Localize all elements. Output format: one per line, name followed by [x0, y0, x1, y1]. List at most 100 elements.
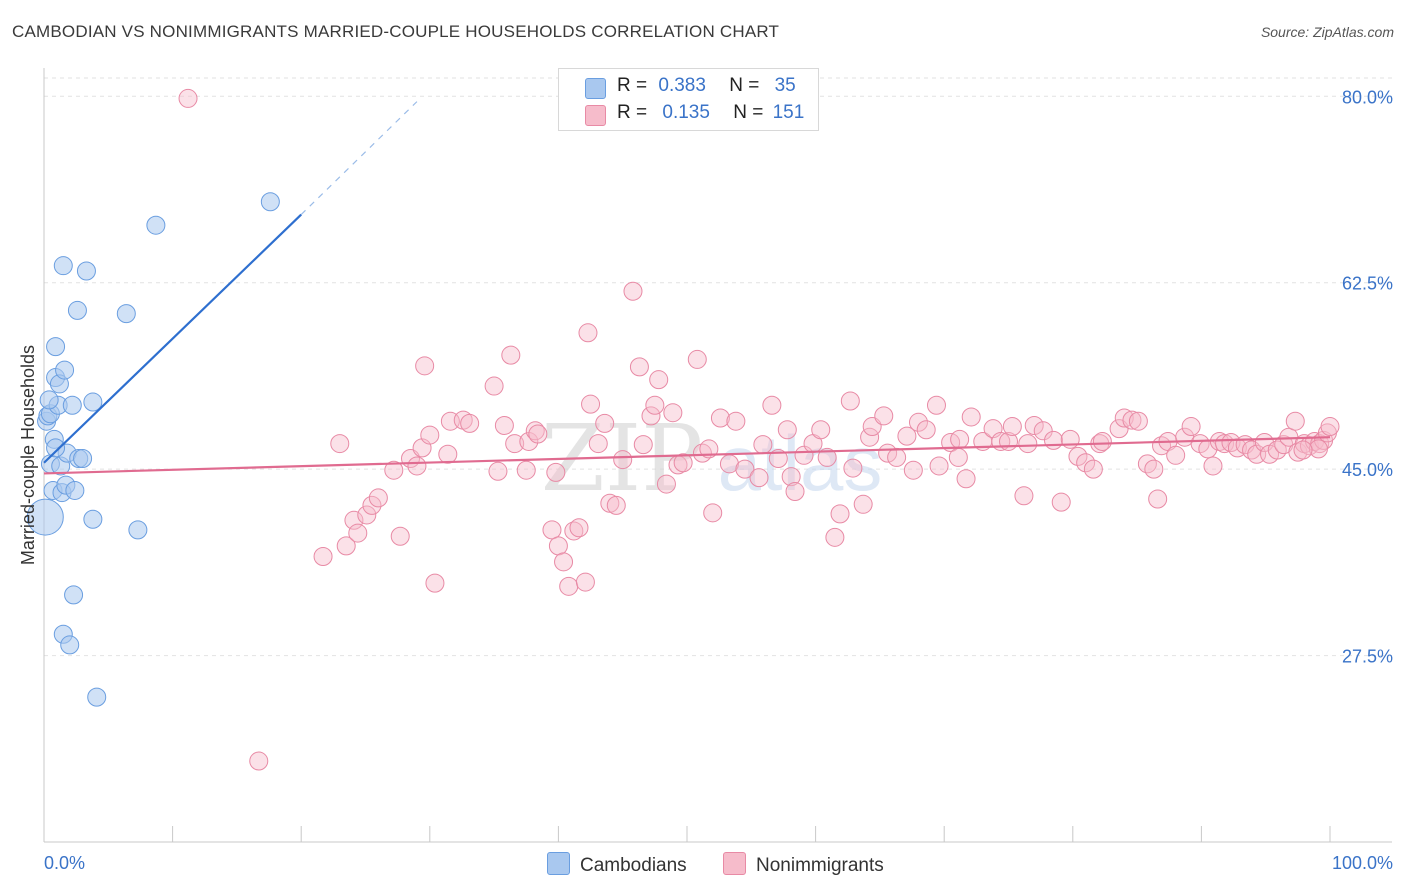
nonimmigrant-point — [460, 413, 480, 433]
nonimmigrant-point — [762, 395, 782, 415]
nonimmigrant-point — [887, 447, 907, 467]
cambodian-point — [87, 687, 107, 707]
nonimmigrant-point — [548, 536, 568, 556]
grid-layer — [44, 77, 1392, 657]
nonimmigrant-point — [488, 461, 508, 481]
cambodian-point — [53, 256, 73, 276]
nonimmigrant-point — [687, 349, 707, 369]
nonimmigrant-point — [726, 411, 746, 431]
y-tick-label: 62.5% — [1342, 274, 1393, 294]
nonimmigrant-point — [525, 421, 545, 441]
nonimmigrant-point — [249, 751, 269, 771]
nonimmigrant-point — [703, 503, 723, 523]
axis-labels: 27.5% 45.0% 62.5% 80.0% 0.0% 100.0% — [44, 87, 1393, 873]
nonimmigrant-point — [390, 526, 410, 546]
nonimmigrant-point — [749, 468, 769, 488]
nonimmigrant-point — [840, 391, 860, 411]
nonimmigrant-point — [1181, 417, 1201, 437]
bottom-legend-swatch-nonimmigrants — [723, 852, 746, 875]
nonimmigrant-point — [1308, 439, 1328, 459]
y-tick-label: 45.0% — [1342, 460, 1393, 480]
nonimmigrant-point — [1051, 492, 1071, 512]
nonimmigrant-point — [1148, 489, 1168, 509]
nonimmigrant-point — [768, 449, 788, 468]
nonimmigrant-point — [961, 407, 981, 427]
cambodian-trend-line — [43, 213, 302, 464]
nonimmigrant-point — [629, 357, 649, 377]
nonimmigrant-point — [1018, 434, 1038, 454]
nonimmigrant-point — [1002, 417, 1022, 437]
nonimmigrant-point — [825, 527, 845, 547]
nonimmigrant-point — [817, 447, 837, 467]
nonimmigrant-point — [546, 462, 566, 482]
axis-layer — [43, 68, 1392, 843]
nonimmigrant-point — [1128, 411, 1148, 431]
nonimmigrant-point — [407, 456, 427, 476]
nonimmigrant-point — [588, 434, 608, 454]
nonimmigrant-point — [613, 450, 633, 470]
nonimmigrant-point — [656, 474, 676, 494]
cambodian-point — [64, 585, 84, 605]
nonimmigrant-point — [1144, 459, 1164, 479]
cambodian-point — [83, 392, 103, 412]
x-tick-label: 0.0% — [44, 853, 85, 873]
nonimmigrant-point — [699, 439, 719, 459]
legend-n-label: N = — [729, 75, 760, 96]
nonimmigrant-point — [645, 395, 665, 415]
cambodian-point — [55, 360, 75, 380]
legend-r-label: R = — [617, 75, 648, 96]
y-axis-label: Married-couple Households — [18, 345, 38, 565]
cambodian-point — [39, 390, 59, 410]
nonimmigrant-point — [777, 420, 797, 440]
nonimmigrant-point — [908, 412, 928, 432]
nonimmigrant-point — [1137, 454, 1157, 474]
nonimmigrant-point — [554, 552, 574, 572]
nonimmigrant-point — [330, 434, 350, 454]
y-tick-label: 80.0% — [1342, 87, 1393, 107]
chart-title: CAMBODIAN VS NONIMMIGRANTS MARRIED-COUPL… — [12, 22, 780, 41]
cambodian-trend-extension — [300, 101, 418, 215]
nonimmigrant-point — [542, 520, 562, 540]
correlation-legend: R = 0.383 N = 35 R = 0.135 N = 151 — [558, 68, 819, 131]
legend-swatch-cambodians — [585, 78, 606, 99]
nonimmigrant-point — [916, 420, 936, 440]
legend-swatch-nonimmigrants — [585, 105, 606, 126]
nonimmigrant-point — [874, 406, 894, 426]
nonimmigrant-point — [564, 521, 584, 541]
bottom-legend-label-cambodians: Cambodians — [580, 855, 687, 876]
legend-n-value: 35 — [774, 75, 796, 96]
nonimmigrant-point — [384, 460, 404, 480]
bottom-legend-label-nonimmigrants: Nonimmigrants — [756, 855, 884, 876]
nonimmigrant-point — [1293, 440, 1313, 460]
nonimmigrant-point — [336, 536, 356, 556]
nonimmigrant-point — [1014, 486, 1034, 506]
nonimmigrant-point — [830, 504, 850, 524]
cambodian-point — [260, 192, 280, 212]
bottom-legend-nonimmigrants: Nonimmigrants — [723, 852, 884, 876]
nonimmigrant-point — [595, 413, 615, 433]
nonimmigrant-point — [606, 495, 626, 515]
cambodian-point — [73, 449, 93, 468]
nonimmigrant-point — [1083, 459, 1103, 479]
nonimmigrant-point — [641, 406, 661, 426]
nonimmigrant-point — [1092, 431, 1112, 451]
legend-n-value: 151 — [772, 102, 805, 123]
nonimmigrant-point — [903, 460, 923, 480]
nonimmigrant-point — [420, 425, 440, 445]
nonimmigrant-point — [368, 488, 388, 508]
nonimmigrant-point — [948, 447, 968, 467]
nonimmigrant-point — [897, 426, 917, 446]
nonimmigrant-point — [575, 572, 595, 592]
bottom-legend-swatch-cambodians — [547, 852, 570, 875]
nonimmigrant-point — [501, 345, 521, 365]
nonimmigrant-point — [438, 444, 458, 464]
nonimmigrant-point — [578, 323, 598, 343]
nonimmigrant-point — [484, 376, 504, 396]
nonimmigrant-point — [633, 435, 653, 455]
legend-r-value: 0.135 — [662, 102, 710, 123]
nonimmigrant-point — [929, 456, 949, 476]
cambodian-point — [62, 395, 82, 415]
cambodian-point — [46, 337, 66, 357]
cambodian-point — [128, 520, 148, 540]
